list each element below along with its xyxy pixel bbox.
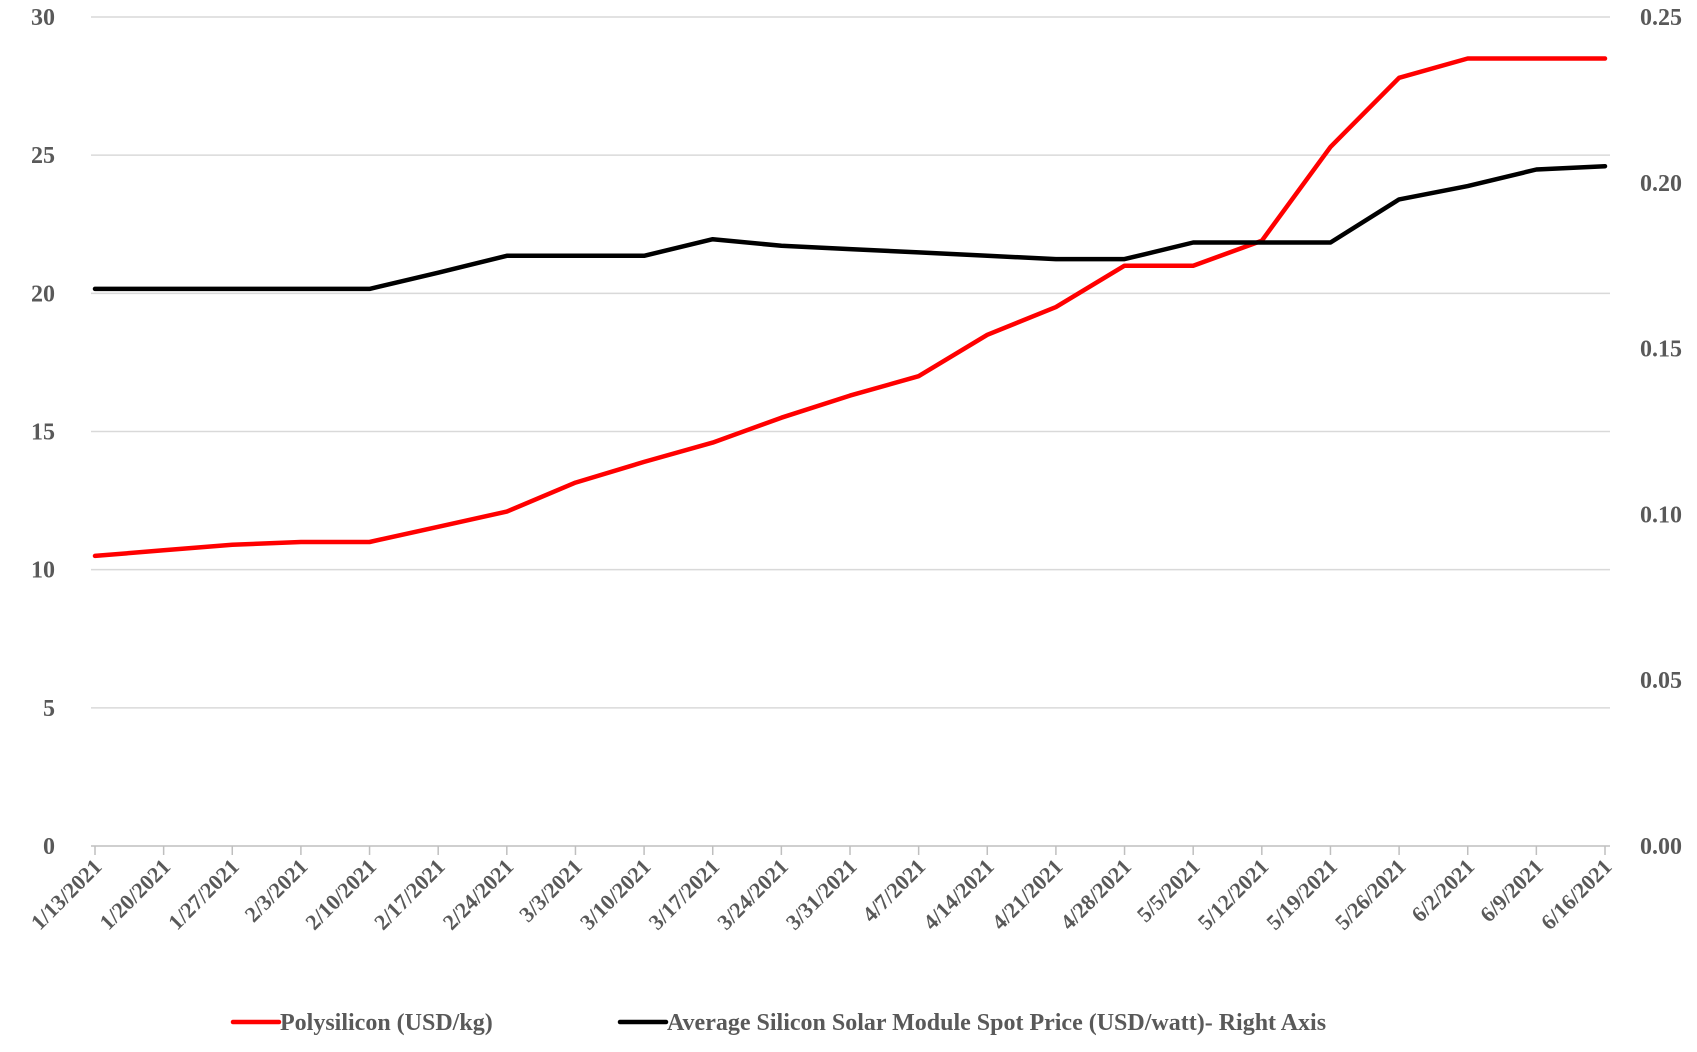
x-tick-label: 4/14/2021	[918, 854, 999, 935]
x-tick-label: 3/31/2021	[781, 854, 862, 935]
x-axis: 1/13/20211/20/20211/27/20212/3/20212/10/…	[26, 846, 1617, 935]
left-y-axis: 0 5 10 15 20 25 30	[31, 5, 55, 860]
right-y-tick-label: 0.05	[1640, 668, 1682, 694]
series-line-1	[92, 56, 1608, 559]
x-tick-label: 6/2/2021	[1406, 854, 1479, 927]
left-y-tick-label: 25	[31, 143, 55, 169]
x-tick-label: 5/26/2021	[1330, 854, 1411, 935]
right-y-tick-label: 0.25	[1640, 5, 1682, 31]
left-y-tick-label: 5	[43, 696, 55, 722]
x-tick-label: 3/10/2021	[575, 854, 656, 935]
x-tick-label: 2/10/2021	[300, 854, 381, 935]
x-tick-label: 4/21/2021	[987, 854, 1068, 935]
left-y-tick-label: 10	[31, 558, 55, 584]
right-y-axis: 0.00 0.05 0.10 0.15 0.20 0.25	[1640, 5, 1682, 860]
series	[92, 56, 1608, 559]
x-tick-label: 1/20/2021	[94, 854, 175, 935]
left-y-tick-label: 20	[31, 281, 55, 307]
x-tick-label: 2/24/2021	[438, 854, 519, 935]
x-tick-label: 4/28/2021	[1055, 854, 1136, 935]
left-y-tick-label: 15	[31, 420, 55, 446]
legend: Polysilicon (USD/kg) Average Silicon Sola…	[230, 1010, 1326, 1036]
series-line-2	[92, 163, 1608, 292]
right-y-tick-label: 0.10	[1640, 502, 1682, 528]
left-y-tick-label: 0	[43, 834, 55, 860]
x-tick-label: 1/27/2021	[163, 854, 244, 935]
x-tick-label: 3/24/2021	[712, 854, 793, 935]
legend-label-1: Polysilicon (USD/kg)	[280, 1010, 493, 1036]
x-tick-label: 5/19/2021	[1261, 854, 1342, 935]
x-tick-label: 5/12/2021	[1193, 854, 1274, 935]
right-y-tick-label: 0.20	[1640, 171, 1682, 197]
x-tick-label: 3/17/2021	[643, 854, 724, 935]
right-y-tick-label: 0.15	[1640, 337, 1682, 363]
left-y-tick-label: 30	[31, 5, 55, 31]
x-tick-label: 2/17/2021	[369, 854, 450, 935]
legend-label-2: Average Silicon Solar Module Spot Price …	[667, 1010, 1326, 1036]
x-tick-label: 1/13/2021	[26, 854, 107, 935]
gridlines	[91, 16, 1610, 709]
x-tick-label: 6/16/2021	[1536, 854, 1617, 935]
right-y-tick-label: 0.00	[1640, 834, 1682, 860]
